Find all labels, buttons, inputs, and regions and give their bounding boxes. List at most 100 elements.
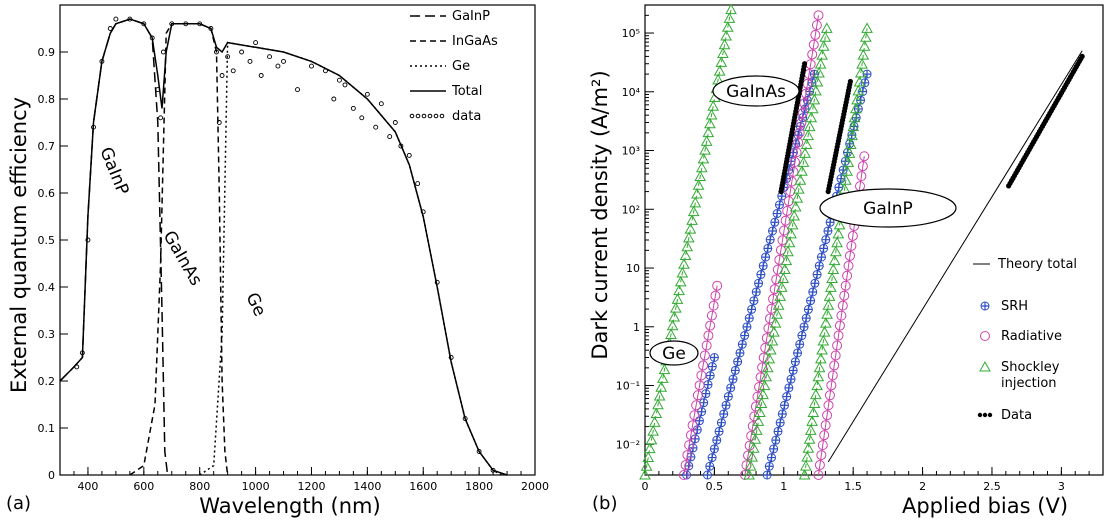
data-marker-b [828,254,841,266]
data-marker-b [847,230,858,241]
data-marker-b [818,326,831,337]
panel-label-a: (a) [6,493,31,514]
data-marker-b [766,303,777,314]
data-marker-b [844,250,855,261]
data-marker-b [806,102,819,114]
data-point-a [378,101,384,107]
data-marker-b [856,171,867,182]
data-marker-b [774,290,787,301]
x-tick-label-a: 1400 [353,480,381,493]
series-line-a-total [59,18,508,476]
data-marker-b [816,450,827,461]
data-marker-b [846,240,857,251]
data-point-a [113,16,119,22]
data-point-a [230,68,236,74]
data-marker-b [789,366,798,375]
data-marker-b [760,370,773,382]
data-marker-b [848,111,861,123]
data-marker-b [746,451,759,462]
data-marker-b [765,343,777,355]
x-tick-label-b: 2 [919,480,926,493]
chart-a: 400 600 800 1000 1200 1400 1600 1800 2000 0 0.1 0.2… [6,4,549,518]
data-marker-b [773,427,782,436]
data-marker-b [824,390,835,401]
x-tick-label-a: 1800 [465,480,493,493]
data-marker-b [725,3,737,15]
data-marker-b [706,310,717,321]
x-tick-label-a: 400 [77,480,98,493]
series-b [639,3,1085,480]
data-point-a [342,82,348,88]
legend-marker-a [409,113,415,119]
data-marker-b [696,370,707,381]
data-point-a [387,134,393,140]
data-marker-b [705,108,718,120]
data-marker-b [810,279,819,288]
data-point-a [281,58,286,64]
data-marker-b [778,409,787,418]
y-tick-label-a: 0.3 [38,328,56,341]
data-marker-b [758,379,771,391]
data-marker-b [749,433,762,444]
data-marker-b [689,410,700,421]
data-marker-b [808,287,817,296]
data-marker-b [769,317,782,328]
y-tick-label-a: 0.9 [38,46,56,59]
data-marker-b [776,418,785,427]
data-marker-b [768,326,780,337]
data-marker-b [686,452,695,461]
data-marker-b [807,49,818,60]
data-marker-b [773,209,782,218]
data-marker-b [839,174,852,185]
data-marker-b [744,460,757,471]
x-axis-label-b: Applied bias (V) [902,494,1068,518]
axis-ticks-b: 0 0.5 1 1.5 2 2.5 3 10⁻² 10⁻¹ 1 10 10² 10³ 10⁴ 10⁵ [616,14,1090,493]
legend-marker-a [433,113,439,119]
x-tick-label-b: 0.5 [706,480,724,493]
data-marker-b [791,357,800,366]
data-marker-b [843,260,854,271]
data-marker-b [820,22,833,33]
data-marker-b [813,470,824,480]
data-marker-b [800,460,812,471]
data-marker-b [796,117,807,128]
data-marker-b [678,258,690,269]
data-marker-b [832,227,845,239]
data-marker-b [763,244,772,253]
data-marker-b [642,451,655,462]
data-marker-b [779,225,790,236]
data-marker-b [831,236,843,248]
data-marker-b [799,147,811,158]
data-marker-b [770,218,779,227]
annotation-a: GaInAs [159,228,206,290]
data-point-a [214,49,219,55]
annotations-b: GaInAs GaInP Ge [649,75,957,366]
data-point-a [490,467,496,473]
legend-label-a: data [452,109,481,124]
data-marker-b [676,267,689,278]
data-marker-b [820,420,831,431]
data-marker-b [803,433,816,444]
data-marker-b [780,254,793,266]
data-point-a [107,26,113,31]
data-marker-b [817,440,828,451]
data-marker-b [668,310,681,322]
x-tick-label-a: 1200 [297,480,325,493]
data-marker-b [686,214,698,225]
data-marker-b [800,322,809,331]
data-marker-b [729,375,738,384]
data-marker-b [647,425,659,436]
data-marker-b [836,310,847,321]
data-marker-b [775,281,788,292]
legend-marker-b [979,360,991,372]
legend-marker-b [987,412,993,418]
data-marker-b [754,381,765,392]
data-marker-b [833,330,844,341]
data-marker-b [859,151,870,162]
data-marker-b [819,31,832,42]
data-marker-b [759,261,768,270]
data-marker-b [699,350,710,361]
data-marker-b [655,381,668,392]
data-marker-b [769,444,778,453]
data-marker-b [687,205,700,217]
